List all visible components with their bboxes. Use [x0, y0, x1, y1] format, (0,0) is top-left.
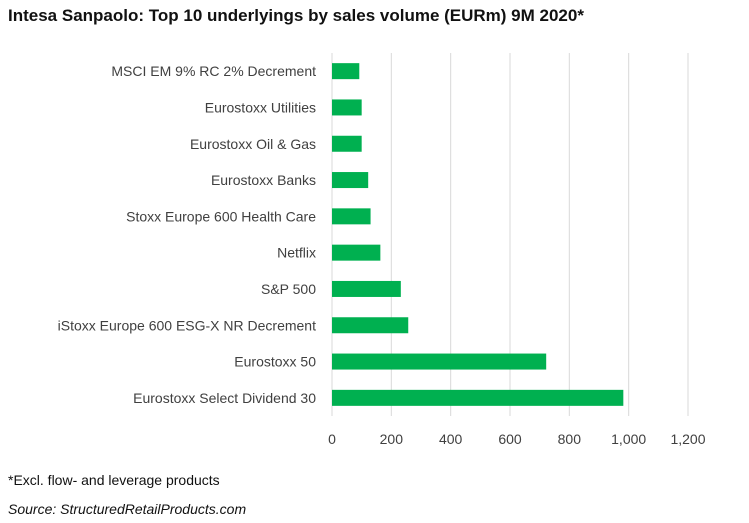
- x-tick-label: 600: [498, 431, 522, 447]
- x-tick-label: 1,200: [670, 431, 705, 447]
- category-label: iStoxx Europe 600 ESG-X NR Decrement: [58, 317, 316, 333]
- bar: [332, 353, 547, 370]
- category-label: Eurostoxx Oil & Gas: [190, 136, 316, 152]
- source-note: Source: StructuredRetailProducts.com: [8, 501, 247, 517]
- bar: [332, 172, 369, 189]
- category-label: Eurostoxx 50: [234, 354, 316, 370]
- bar: [332, 208, 371, 225]
- bar: [332, 135, 362, 152]
- chart-title: Intesa Sanpaolo: Top 10 underlyings by s…: [8, 6, 584, 25]
- x-tick-label: 800: [558, 431, 582, 447]
- footnote: *Excl. flow- and leverage products: [8, 472, 220, 488]
- x-tick-label: 400: [439, 431, 463, 447]
- category-label: Eurostoxx Utilities: [205, 99, 316, 115]
- bar: [332, 317, 409, 334]
- bar: [332, 99, 362, 116]
- category-labels: MSCI EM 9% RC 2% Decrement Eurostoxx Util…: [58, 63, 317, 406]
- bar: [332, 244, 381, 261]
- bars: [332, 63, 624, 406]
- category-label: S&P 500: [261, 281, 316, 297]
- bar: [332, 63, 360, 80]
- bar: [332, 389, 624, 406]
- category-label: Eurostoxx Select Dividend 30: [133, 390, 316, 406]
- category-label: Netflix: [277, 245, 316, 261]
- x-tick-label: 0: [328, 431, 336, 447]
- category-label: MSCI EM 9% RC 2% Decrement: [111, 63, 316, 79]
- category-label: Stoxx Europe 600 Health Care: [126, 208, 316, 224]
- x-tick-label: 1,000: [611, 431, 646, 447]
- bar: [332, 280, 401, 297]
- x-tick-labels: 0 200 400 600 800 1,000 1,200: [328, 431, 706, 447]
- category-label: Eurostoxx Banks: [211, 172, 316, 188]
- x-tick-label: 200: [380, 431, 404, 447]
